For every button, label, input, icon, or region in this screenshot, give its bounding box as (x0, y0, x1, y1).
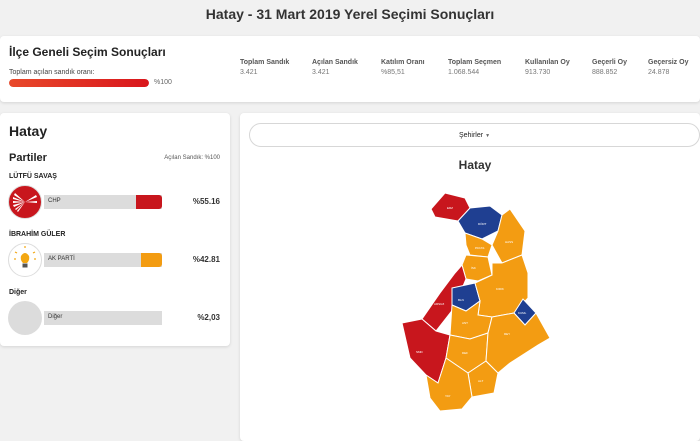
summary-card: İlçe Geneli Seçim Sonuçları Toplam açıla… (0, 36, 700, 102)
province-name: Hatay (9, 123, 48, 139)
stat-label: Kullanılan Oy (525, 59, 570, 66)
district-rey[interactable] (485, 312, 551, 374)
generic-logo-icon (8, 301, 42, 335)
opened-ballot-label: Açılan Sandık: %100 (164, 155, 220, 161)
stat-value: 1.068.544 (448, 69, 480, 76)
district-map: ERZ DÖRT HASS PAYAS İSK ARSUZ BLN KIRIK … (401, 192, 551, 412)
vote-share-bar: Diğer (44, 311, 162, 325)
stat-kullanilan-oy: Kullanılan Oy 913.730 (525, 59, 570, 76)
stat-value: %85,51 (381, 69, 405, 76)
stat-katilim-orani: Katılım Oranı %85,51 (381, 59, 425, 76)
stat-gecersiz-oy: Geçersiz Oy 24.878 (648, 59, 688, 76)
stat-value: 3.421 (240, 69, 258, 76)
stat-gecerli-oy: Geçerli Oy 888.852 (592, 59, 627, 76)
party-name: AK PARTİ (48, 256, 75, 262)
district-yay[interactable] (425, 357, 473, 412)
caret-down-icon: ▼ (485, 133, 491, 139)
party-name: Diğer (48, 314, 63, 320)
parties-panel: Hatay Partiler Açılan Sandık: %100 LÜTFÜ… (0, 113, 230, 346)
summary-heading: İlçe Geneli Seçim Sonuçları (9, 45, 166, 59)
district-label: ALT (478, 379, 483, 383)
district-label: BLN (458, 298, 464, 302)
district-label: YAY (445, 394, 451, 398)
map-title: Hatay (458, 158, 492, 172)
vote-share-fill (141, 253, 162, 267)
district-label: DEF (462, 351, 468, 355)
map-panel: Şehirler ▼ Hatay ERZ DÖRT HASS PAYAS İSK (240, 113, 700, 441)
vote-share-bar: CHP (44, 195, 162, 209)
stat-value: 888.852 (592, 69, 618, 76)
stat-acilan-sandik: Açılan Sandık 3.421 (312, 59, 358, 76)
district-label: İSK (471, 265, 476, 270)
district-label: HASS (505, 240, 513, 244)
vote-share-fill (135, 195, 162, 209)
district-label: SMD (416, 350, 424, 354)
candidate-name: İBRAHİM GÜLER (9, 231, 66, 238)
district-label: KUML (518, 311, 527, 315)
district-label: ERZ (447, 206, 453, 210)
chp-logo-icon (8, 185, 42, 219)
district-label: DÖRT (478, 222, 487, 226)
district-label: KIRIK (496, 287, 504, 291)
stat-label: Katılım Oranı (381, 59, 425, 66)
district-label: ARSUZ (434, 302, 444, 306)
akparti-logo-icon (8, 243, 42, 277)
stat-label: Toplam Sandık (240, 59, 290, 66)
parties-title: Partiler (9, 152, 47, 164)
party-name: CHP (48, 198, 61, 204)
vote-share-bar: AK PARTİ (44, 253, 162, 267)
district-label: PAYAS (475, 246, 484, 250)
candidate-name: LÜTFÜ SAVAŞ (9, 173, 57, 180)
stat-toplam-secmen: Toplam Seçmen 1.068.544 (448, 59, 501, 76)
district-label: ANT (462, 321, 468, 325)
district-label: REY (504, 332, 510, 336)
progress-fill (9, 79, 149, 87)
candidate-name: Diğer (9, 289, 27, 296)
stat-label: Açılan Sandık (312, 59, 358, 66)
stat-value: 3.421 (312, 69, 330, 76)
progress-bar (9, 79, 149, 87)
city-dropdown[interactable]: Şehirler ▼ (249, 123, 700, 147)
progress-label: Toplam açılan sandık oranı: (9, 69, 95, 76)
stat-label: Geçerli Oy (592, 59, 628, 66)
dropdown-label: Şehirler (458, 132, 484, 139)
stat-value: 24.878 (648, 69, 670, 76)
stat-label: Geçersiz Oy (648, 59, 689, 66)
vote-percent: %55.16 (192, 197, 220, 206)
vote-percent: %2,03 (197, 313, 220, 322)
progress-percent: %100 (154, 79, 172, 86)
vote-percent: %42.81 (192, 255, 220, 264)
stat-value: 913.730 (525, 69, 551, 76)
stat-label: Toplam Seçmen (448, 59, 502, 66)
page-title: Hatay - 31 Mart 2019 Yerel Seçimi Sonuçl… (205, 6, 495, 22)
stat-toplam-sandik: Toplam Sandık 3.421 (240, 59, 289, 76)
